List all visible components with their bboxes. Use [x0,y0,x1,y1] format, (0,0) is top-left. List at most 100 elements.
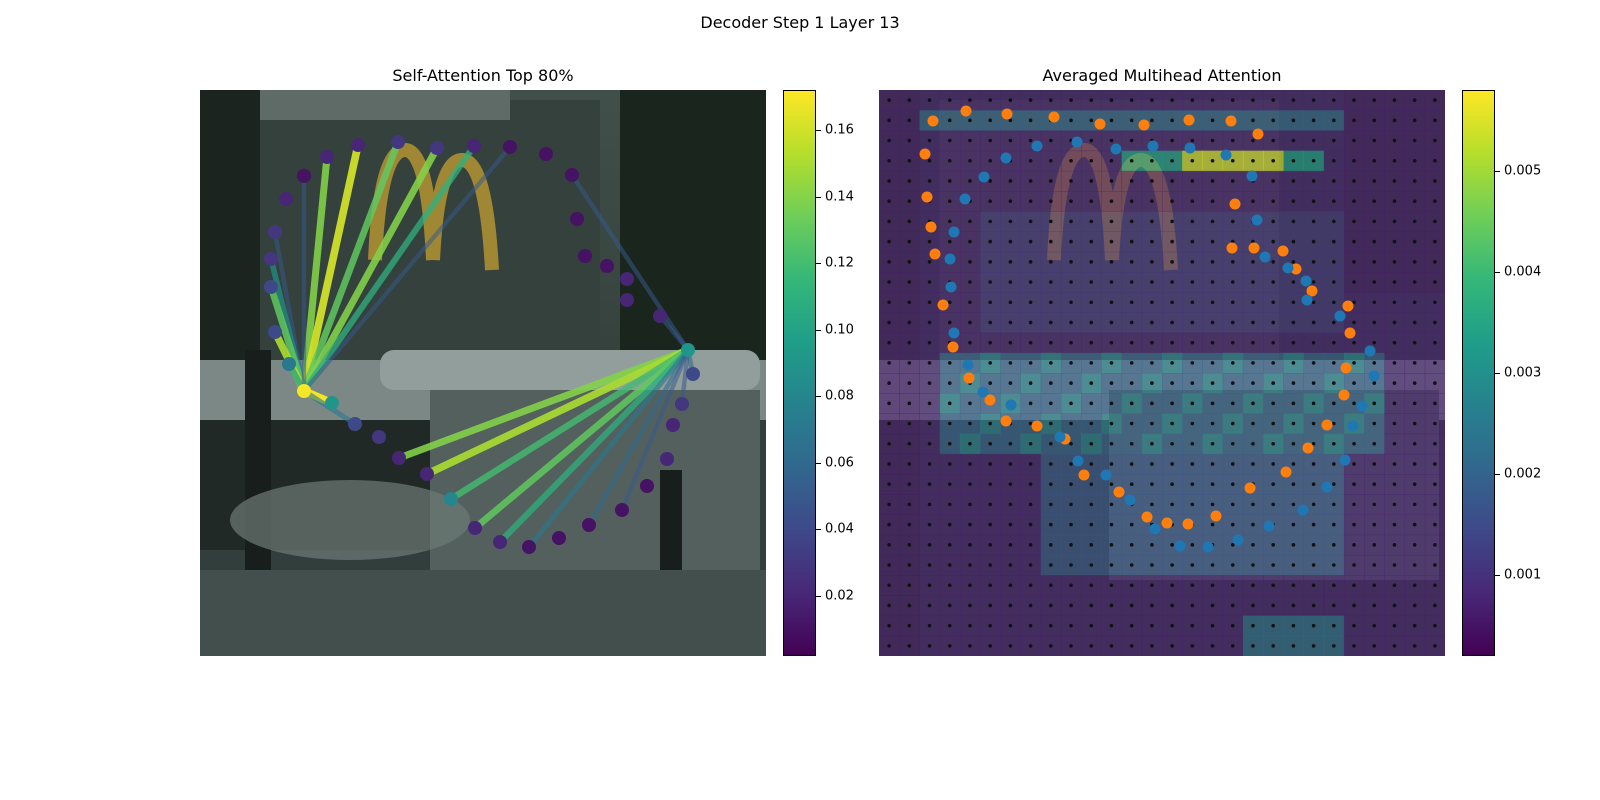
grid-dot [1069,98,1073,102]
grid-dot [988,603,992,608]
grid-dot [1210,381,1215,385]
grid-dot [1291,603,1296,608]
grid-dot [1049,260,1053,264]
grid-dot [1291,623,1296,628]
grid-dot [988,340,992,345]
grid-dot [1170,138,1174,143]
grid-dot [1311,260,1316,264]
grid-dot [1129,118,1134,123]
contour-point [1290,263,1302,275]
token-point [522,540,536,554]
grid-dot [968,462,972,466]
grid-dot [1109,280,1114,284]
grid-dot [1332,603,1336,608]
grid-dot [1311,603,1316,608]
grid-dot [907,199,912,203]
grid-dot [1210,340,1215,345]
grid-dot [1150,502,1154,507]
grid-dot [1433,340,1437,345]
grid-dot [1150,98,1154,102]
grid-dot [1089,340,1094,345]
grid-dot [1049,340,1053,345]
grid-dot [1372,118,1377,123]
contour-point [1078,469,1090,481]
grid-dot [1190,421,1195,426]
grid-dot [947,138,952,143]
grid-dot [927,138,932,143]
grid-dot [1352,543,1356,547]
grid-dot [1109,462,1114,466]
grid-dot [1332,543,1336,547]
grid-dot [1150,158,1154,163]
grid-dot [1352,199,1356,203]
contour-point [1246,170,1258,182]
grid-dot [1008,199,1013,203]
grid-dot [927,158,932,163]
grid-dot [1412,603,1417,608]
grid-dot [1291,482,1296,486]
grid-dot [1412,340,1417,345]
grid-dot [1433,179,1437,183]
grid-dot [1190,563,1195,567]
grid-dot [1392,219,1397,224]
grid-dot [1129,361,1134,365]
grid-dot [1089,543,1094,547]
grid-dot [907,219,912,224]
grid-dot [1049,179,1053,183]
grid-dot [1311,158,1316,163]
grid-dot [1028,462,1033,466]
grid-dot [1210,421,1215,426]
grid-dot [1271,320,1275,325]
grid-dot [1271,260,1275,264]
grid-dot [1291,320,1296,325]
grid-dot [1150,623,1154,628]
contour-point [1259,251,1271,263]
grid-dot [1008,300,1013,305]
grid-dot [927,98,932,102]
grid-dot [1311,441,1316,446]
grid-dot [1008,98,1013,102]
grid-dot [968,482,972,486]
grid-dot [1210,462,1215,466]
grid-dot [1089,118,1094,123]
grid-dot [1271,179,1275,183]
grid-dot [1049,219,1053,224]
grid-dot [947,441,952,446]
grid-dot [1271,563,1275,567]
grid-dot [1332,623,1336,628]
grid-dot [1190,623,1195,628]
grid-dot [1332,320,1336,325]
grid-dot [1210,138,1215,143]
token-point [620,293,634,307]
grid-dot [1230,98,1235,102]
grid-dot [1109,421,1114,426]
contour-point [962,359,974,371]
grid-dot [1433,401,1437,406]
grid-dot [1433,421,1437,426]
token-point [493,535,507,549]
grid-dot [1412,563,1417,567]
attention-edge [300,144,441,395]
contour-point [948,327,960,339]
grid-dot [907,239,912,244]
token-point [615,503,629,517]
grid-dot [1352,623,1356,628]
grid-dot [988,522,992,527]
grid-dot [1352,502,1356,507]
grid-dot [1089,300,1094,305]
grid-dot [1412,118,1417,123]
grid-dot [1352,179,1356,183]
grid-dot [1433,381,1437,385]
grid-dot [1372,441,1377,446]
attention-edge [569,172,691,353]
grid-dot [1372,462,1377,466]
grid-dot [1433,158,1437,163]
colorbar-tick-label: 0.001 [1504,567,1542,583]
grid-dot [1129,260,1134,264]
grid-dot [1251,158,1255,163]
grid-dot [927,300,932,305]
grid-dot [1150,603,1154,608]
colorbar-tick [816,263,821,265]
grid-dot [1291,158,1296,163]
grid-dot [1170,401,1174,406]
